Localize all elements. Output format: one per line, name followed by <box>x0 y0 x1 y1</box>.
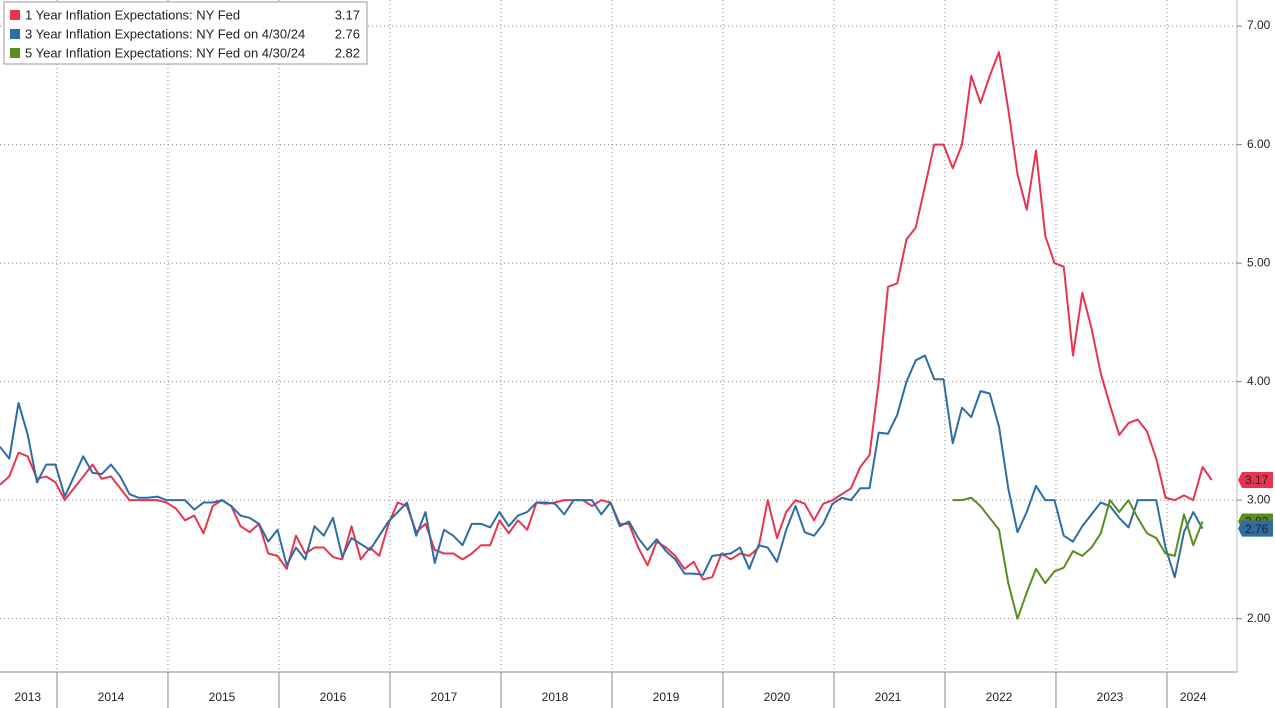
end-label: 2.76 <box>1245 522 1269 536</box>
legend-label: 3 Year Inflation Expectations: NY Fed on… <box>25 26 305 41</box>
x-tick-label: 2014 <box>98 690 125 704</box>
x-tick-label: 2013 <box>14 690 41 704</box>
legend-box <box>3 1 368 65</box>
x-tick-label: 2015 <box>209 690 236 704</box>
y-tick-label: 5.00 <box>1247 255 1271 269</box>
x-tick-label: 2023 <box>1097 690 1124 704</box>
x-tick-label: 2019 <box>653 690 680 704</box>
y-tick-label: 6.00 <box>1247 137 1271 151</box>
series-line <box>952 496 1204 620</box>
legend-swatch <box>10 29 20 39</box>
legend-value: 3.17 <box>335 7 360 22</box>
end-label-box <box>1238 472 1273 488</box>
y-tick-label: 2.00 <box>1247 611 1271 625</box>
legend: 1 Year Inflation Expectations: NY Fed 3.1… <box>3 1 368 65</box>
lines <box>0 51 1213 620</box>
series-line <box>0 51 1213 581</box>
legend-swatch <box>10 48 20 58</box>
x-tick-label: 2016 <box>320 690 347 704</box>
legend-swatch <box>10 10 20 20</box>
legend-label: 5 Year Inflation Expectations: NY Fed on… <box>25 45 305 60</box>
x-tick-label: 2020 <box>764 690 791 704</box>
x-tick-label: 2018 <box>542 690 569 704</box>
legend-value: 2.82 <box>335 45 360 60</box>
end-labels: 2.823.172.76 <box>1238 472 1273 537</box>
legend-label: 1 Year Inflation Expectations: NY Fed <box>25 7 240 22</box>
x-tick-label: 2024 <box>1180 690 1207 704</box>
series-line <box>0 354 1204 579</box>
end-label-box <box>1238 520 1273 537</box>
y-tick-label: 4.00 <box>1247 374 1271 388</box>
x-tick-label: 2017 <box>431 690 458 704</box>
y-tick-label: 3.00 <box>1247 492 1271 506</box>
y-tick-label: 7.00 <box>1247 18 1271 32</box>
x-tick-label: 2021 <box>875 690 902 704</box>
legend-value: 2.76 <box>335 26 360 41</box>
end-label: 3.17 <box>1245 473 1269 487</box>
x-tick-label: 2022 <box>986 690 1013 704</box>
